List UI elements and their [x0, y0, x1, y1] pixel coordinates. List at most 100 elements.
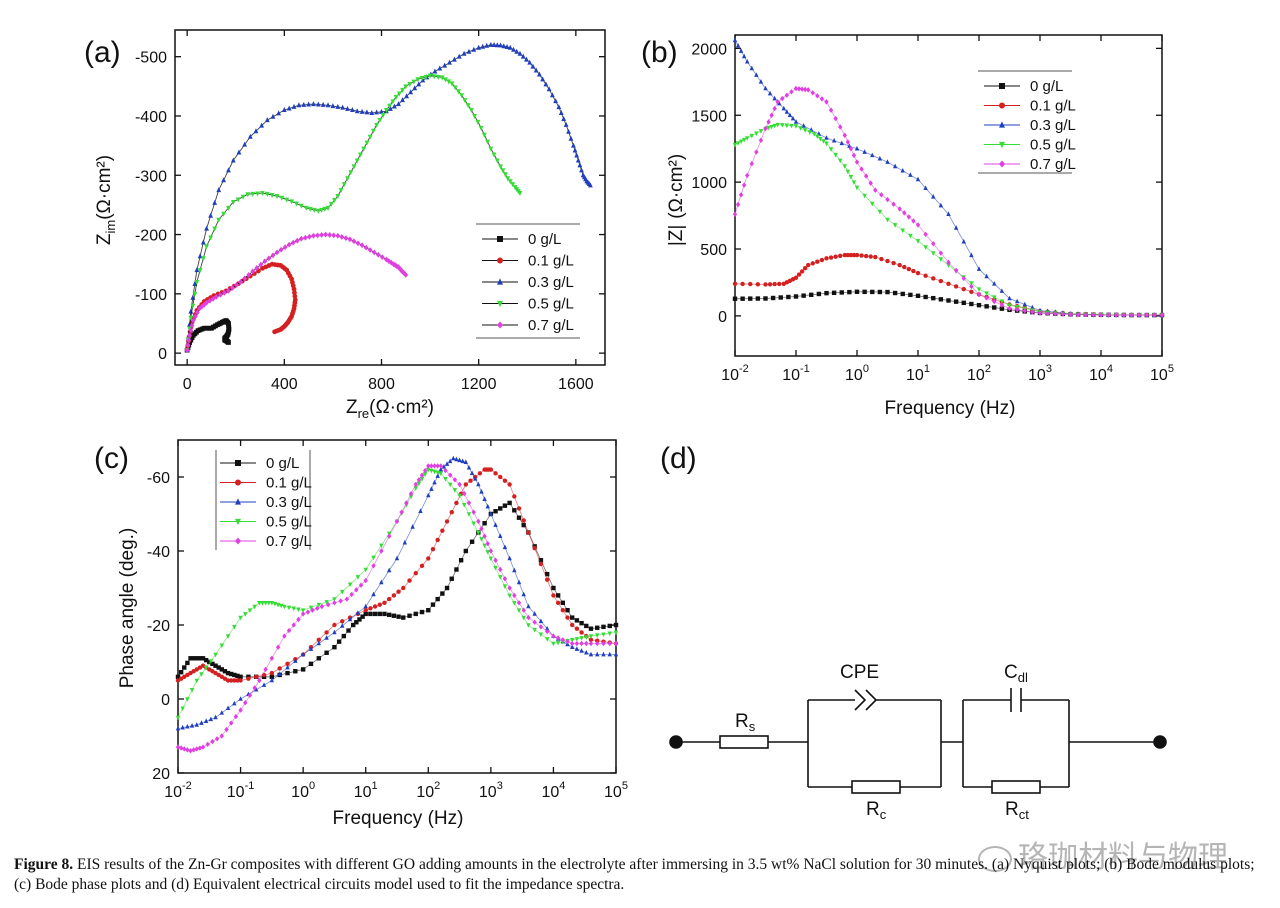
data-point	[555, 635, 561, 641]
data-point	[279, 195, 285, 201]
data-point	[892, 290, 898, 296]
data-point	[272, 329, 278, 335]
data-point	[462, 502, 467, 508]
series-line	[177, 502, 617, 678]
data-point	[900, 291, 905, 297]
data-point	[403, 84, 409, 90]
data-point	[204, 299, 209, 306]
y-tick-label: -100	[135, 287, 167, 304]
data-point	[222, 669, 228, 674]
data-point	[845, 252, 851, 258]
caption-label: Figure 8.	[14, 856, 74, 873]
data-point	[498, 42, 503, 48]
data-point	[493, 565, 498, 571]
data-point	[426, 608, 431, 613]
data-point	[793, 124, 799, 129]
data-point	[217, 291, 223, 298]
data-point	[859, 253, 864, 258]
data-point	[216, 665, 221, 670]
data-point	[238, 674, 243, 679]
data-point	[494, 42, 500, 48]
x-tick-label: 10-2	[164, 780, 192, 801]
data-point	[435, 473, 440, 478]
data-point	[976, 287, 982, 292]
data-point	[796, 86, 802, 92]
data-point	[543, 81, 549, 87]
data-point	[190, 303, 196, 309]
data-point	[394, 263, 400, 270]
data-point	[278, 246, 284, 253]
data-point	[438, 471, 443, 477]
data-point	[498, 566, 503, 573]
data-point	[469, 470, 475, 476]
data-point	[435, 537, 440, 543]
data-point	[601, 651, 606, 657]
data-point	[984, 291, 989, 296]
y-tick-label: 1000	[691, 175, 727, 192]
data-point	[969, 283, 974, 290]
data-point	[240, 194, 246, 200]
data-point	[440, 591, 445, 596]
data-point	[772, 281, 777, 287]
data-point	[226, 287, 231, 294]
y-tick-label: 0	[161, 692, 170, 709]
data-point	[863, 253, 869, 259]
data-point	[476, 530, 481, 536]
data-point	[363, 577, 368, 584]
panel-label-a: (a)	[84, 36, 121, 69]
data-point	[232, 678, 237, 683]
data-point	[551, 633, 556, 639]
data-point	[379, 108, 384, 114]
data-point	[175, 744, 181, 750]
data-point	[595, 640, 600, 647]
data-point	[188, 315, 194, 321]
data-point	[806, 87, 811, 93]
data-point	[799, 269, 805, 274]
data-point	[194, 279, 200, 285]
data-point	[473, 476, 478, 481]
data-point	[461, 50, 467, 56]
data-point	[468, 478, 473, 483]
data-point	[420, 77, 426, 83]
data-point	[401, 585, 406, 591]
data-point	[588, 634, 594, 639]
data-point	[219, 710, 224, 715]
data-point	[507, 44, 513, 50]
data-point	[908, 233, 913, 239]
data-point	[999, 141, 1005, 149]
legend-label: 0.1 g/L	[266, 475, 312, 492]
data-point	[915, 222, 921, 228]
data-point	[225, 670, 231, 676]
data-point	[570, 615, 575, 620]
data-point	[601, 632, 606, 638]
x-axis-label: Zre(Ω·cm²)	[346, 397, 434, 421]
data-point	[738, 48, 744, 53]
data-point	[579, 630, 584, 635]
data-point	[1022, 308, 1027, 314]
data-point	[185, 697, 190, 702]
data-point	[386, 596, 392, 602]
data-point	[863, 173, 869, 179]
data-point	[839, 140, 844, 146]
data-point	[900, 167, 905, 173]
data-point	[468, 108, 474, 114]
data-point	[426, 463, 431, 469]
data-point	[574, 640, 580, 647]
data-point	[870, 152, 875, 158]
data-point	[274, 249, 280, 256]
data-point	[194, 267, 200, 273]
data-point	[291, 286, 297, 292]
data-point	[419, 563, 425, 568]
series-line	[177, 458, 616, 729]
data-point	[831, 290, 837, 296]
data-point	[555, 593, 561, 598]
data-point	[851, 252, 857, 258]
data-point	[456, 53, 462, 59]
data-point	[324, 630, 329, 635]
data-point	[301, 101, 307, 107]
data-point	[324, 650, 329, 655]
cpe-label: CPE	[840, 662, 879, 683]
data-point	[185, 747, 190, 753]
data-point	[426, 556, 431, 561]
data-point	[976, 291, 982, 298]
